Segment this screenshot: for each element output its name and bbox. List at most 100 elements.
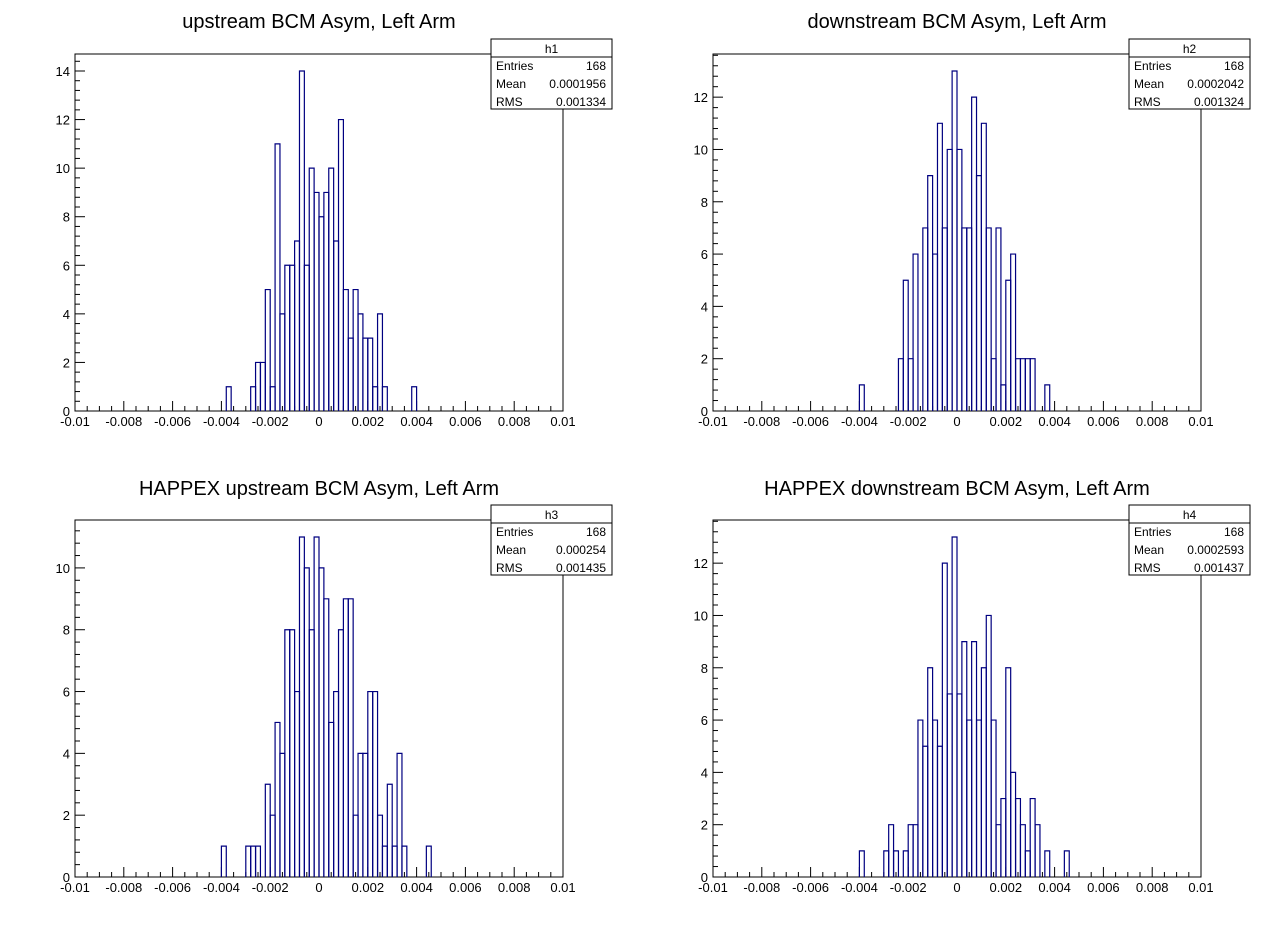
y-tick-label: 6 (701, 247, 708, 262)
y-tick-label: 4 (701, 299, 708, 314)
stats-name: h4 (1183, 508, 1197, 522)
x-tick-label: -0.008 (743, 880, 780, 895)
x-tick-label: 0.008 (498, 414, 531, 429)
x-tick-label: 0.006 (449, 880, 482, 895)
x-tick-label: 0.004 (1038, 880, 1071, 895)
y-tick-label: 6 (63, 258, 70, 273)
x-tick-label: 0 (315, 414, 322, 429)
stats-mean-value: 0.0002593 (1187, 543, 1244, 557)
x-tick-label: -0.004 (203, 414, 240, 429)
pad-happex-upstream-bcm-asym: HAPPEX upstream BCM Asym, Left Arm -0.01… (56, 478, 613, 895)
histogram-bin (254, 845, 262, 877)
stats-rms-label: RMS (496, 561, 523, 575)
stats-rms-value: 0.001334 (556, 95, 606, 109)
x-tick-label: -0.002 (252, 414, 289, 429)
x-tick-label: -0.01 (60, 414, 90, 429)
stats-box: h1 Entries 168 Mean 0.0001956 RMS 0.0013… (490, 38, 613, 110)
histogram-bin (995, 227, 1002, 411)
x-tick-label: 0 (315, 880, 322, 895)
stats-box-frame (1128, 504, 1251, 576)
pad-upstream-bcm-asym: upstream BCM Asym, Left Arm -0.01 -0.008-… (56, 11, 613, 429)
x-tick-label: 0.004 (400, 414, 433, 429)
stats-mean-label: Mean (1134, 77, 1164, 91)
histogram-bin (1029, 358, 1036, 411)
y-tick-label: 12 (694, 556, 708, 571)
x-tick-label: -0.01 (698, 414, 728, 429)
x-tick-label: -0.004 (841, 880, 878, 895)
histogram-bin (1010, 253, 1017, 411)
histogram-plot: -0.01 -0.008 -0.006 -0.004 -0.002 0 0.002 0.004… (56, 53, 576, 429)
y-tick-label: 0 (63, 870, 70, 885)
x-tick-label: 0.002 (990, 414, 1023, 429)
y-tick-label: 8 (701, 195, 708, 210)
stats-entries-value: 168 (1224, 525, 1244, 539)
histogram-bin (912, 253, 919, 411)
x-tick-label: 0.006 (1087, 880, 1120, 895)
y-tick-label: 10 (694, 608, 708, 623)
stats-entries-value: 168 (586, 59, 606, 73)
chart-title: HAPPEX downstream BCM Asym, Left Arm (764, 478, 1150, 500)
y-tick-label: 14 (56, 64, 70, 79)
stats-box-frame (490, 504, 613, 576)
stats-mean-label: Mean (1134, 543, 1164, 557)
stats-rms-label: RMS (1134, 95, 1161, 109)
stats-name: h3 (545, 508, 559, 522)
stats-rms-value: 0.001324 (1194, 95, 1244, 109)
x-tick-label: -0.006 (792, 414, 829, 429)
x-tick-label: -0.008 (743, 414, 780, 429)
histogram-bin (225, 386, 232, 411)
histogram-bin (381, 386, 388, 411)
x-tick-label: -0.008 (105, 880, 142, 895)
stats-name: h2 (1183, 42, 1197, 56)
histogram-bin (337, 118, 344, 411)
histogram-bin (1044, 850, 1051, 877)
y-tick-label: 10 (56, 161, 70, 176)
histogram-bin (372, 690, 379, 877)
y-tick-label: 8 (701, 661, 708, 676)
x-tick-label: -0.006 (792, 880, 829, 895)
y-tick-label: 4 (701, 765, 708, 780)
stats-entries-label: Entries (496, 59, 533, 73)
y-tick-label: 10 (56, 561, 70, 576)
histogram-plot: -0.01 -0.008 -0.006 -0.004 -0.002 0 0.002 0.004… (694, 53, 1214, 429)
histogram-bin (902, 279, 909, 411)
x-tick-label: 0 (953, 414, 960, 429)
stats-mean-label: Mean (496, 77, 526, 91)
stats-entries-value: 168 (1224, 59, 1244, 73)
histogram-bin (1044, 384, 1051, 411)
x-tick-label: -0.01 (60, 880, 90, 895)
y-tick-label: 6 (63, 685, 70, 700)
y-tick-label: 2 (701, 352, 708, 367)
x-tick-label: 0.008 (498, 880, 531, 895)
x-tick-label: 0.004 (1038, 414, 1071, 429)
histogram-bin (411, 386, 418, 411)
stats-rms-label: RMS (496, 95, 523, 109)
stats-mean-value: 0.000254 (556, 543, 606, 557)
x-tick-label: -0.002 (890, 414, 927, 429)
pad-downstream-bcm-asym: downstream BCM Asym, Left Arm -0.01 -0.00… (694, 11, 1251, 429)
histogram-bin (274, 143, 281, 411)
histogram-bin (425, 845, 432, 877)
stats-mean-value: 0.0001956 (549, 77, 606, 91)
x-tick-label: -0.01 (698, 880, 728, 895)
histogram-bin (220, 845, 227, 877)
x-tick-label: -0.004 (841, 414, 878, 429)
stats-entries-label: Entries (1134, 525, 1171, 539)
histogram-bin (985, 227, 992, 411)
y-tick-label: 4 (63, 307, 70, 322)
histogram-bin (990, 719, 997, 877)
stats-entries-label: Entries (496, 525, 533, 539)
stats-entries-label: Entries (1134, 59, 1171, 73)
histogram-plot: -0.01 -0.008 -0.006 -0.004 -0.002 0 0.002 0.004… (56, 519, 576, 895)
y-tick-label: 0 (701, 870, 708, 885)
x-tick-label: -0.008 (105, 414, 142, 429)
histogram-plot: -0.01 -0.008 -0.006 -0.004 -0.002 0 0.002 0.004… (694, 519, 1214, 895)
x-tick-label: 0 (953, 880, 960, 895)
histogram-bin (1034, 824, 1041, 877)
y-tick-label: 10 (694, 142, 708, 157)
stats-box-frame (1128, 38, 1251, 110)
y-tick-label: 2 (63, 355, 70, 370)
pad-happex-downstream-bcm-asym: HAPPEX downstream BCM Asym, Left Arm -0.… (694, 478, 1251, 895)
y-tick-label: 0 (63, 404, 70, 419)
stats-box: h2 Entries 168 Mean 0.0002042 RMS 0.0013… (1128, 38, 1251, 110)
